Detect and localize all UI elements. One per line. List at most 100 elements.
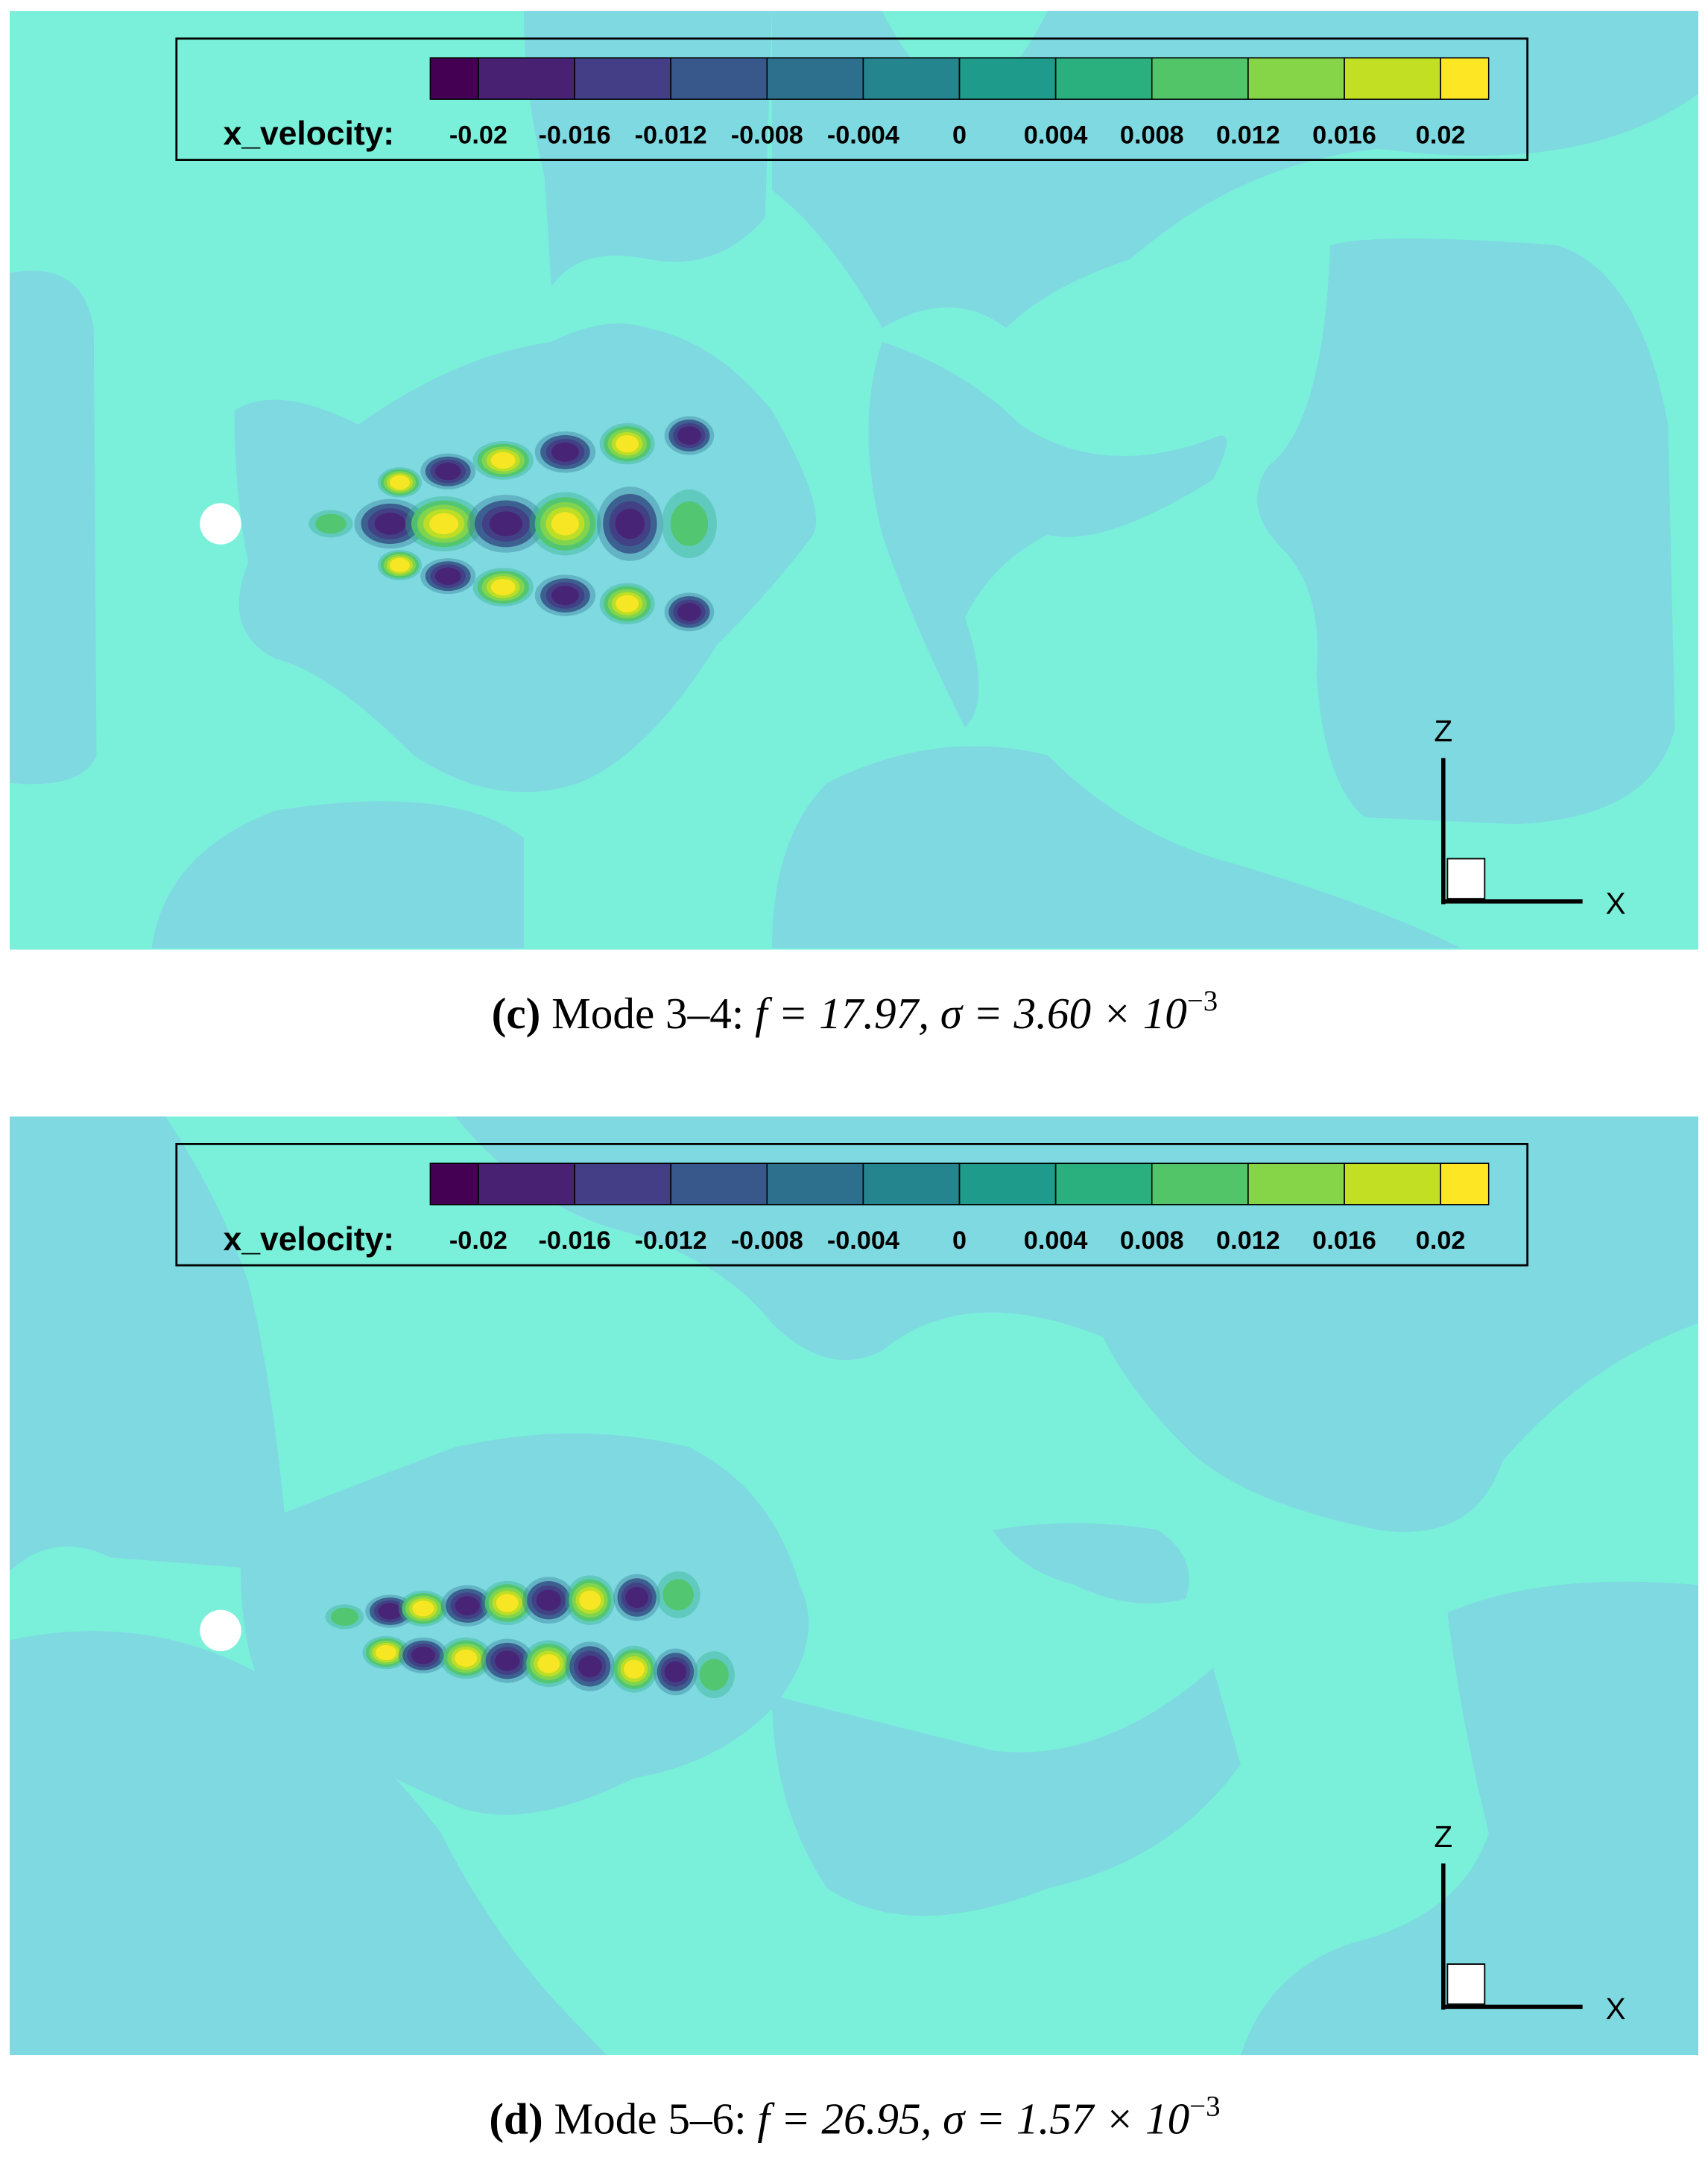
colorbar-swatch [1440,1162,1490,1206]
colorbar-tick-label: -0.016 [539,1226,611,1255]
triad-x-label: X [1605,1992,1625,2026]
colorbar-tick-label: -0.012 [635,121,707,149]
contour-region [771,746,1461,949]
colorbar-tick-label: -0.012 [635,1226,707,1255]
colorbar-swatch [1344,1162,1441,1206]
triad-box [1446,1963,1486,2005]
panel: -0.02 -0.016 -0.012 -0.008 -0.004 0 0.004 0.008… [9,1116,1699,2144]
colorbar-tick-label: 0.016 [1312,1226,1376,1255]
colorbar-tick-label: 0.004 [1024,121,1088,149]
wake-blob [374,513,406,535]
colorbar-swatch [1440,57,1490,100]
wake-blob [677,426,701,445]
contour-region [771,1668,1241,1916]
wake-blob [390,475,410,490]
colorbar-tick-label: -0.004 [827,121,899,149]
colorbar-swatch [1247,57,1345,100]
colorbar-swatch [1344,57,1441,100]
colorbar-tick-label: 0.012 [1216,1226,1280,1255]
caption-exponent: −3 [1189,2091,1220,2123]
contour-region [455,1116,1699,1532]
panel: -0.02 -0.016 -0.012 -0.008 -0.004 0 0.004 0.008… [9,10,1699,1038]
triad-x-label: X [1605,886,1625,920]
wake-blob [551,442,579,462]
colorbar-swatch [766,57,864,100]
cylinder [200,503,241,545]
colorbar-swatch [478,1162,575,1206]
wake-blob [412,1600,434,1617]
colorbar-swatch [958,57,1057,100]
wake-blob [411,1646,435,1665]
wake-blob [315,513,347,534]
wake-blob [616,595,639,612]
colorbar-swatch [429,57,479,100]
contour-region [992,1523,1189,1604]
colorbar-swatch [862,1162,961,1206]
colorbar-tick-label: 0 [952,121,967,149]
wake-blob [489,511,523,536]
wake-blob [434,462,461,481]
caption-label: (c) [492,989,541,1038]
colorbar-tick-label: -0.02 [449,121,507,149]
cylinder [200,1609,241,1652]
contour-region [1257,238,1675,825]
colorbar-swatch [1054,1162,1153,1206]
colorbar-swatch [862,57,961,100]
wake-blob [623,1659,645,1679]
contour-region [240,1433,809,1815]
colorbar-frame [175,1143,1529,1267]
colorbar-tick-label: 0.012 [1216,121,1280,149]
wake-blob [551,512,579,536]
colorbar-frame [175,37,1529,161]
caption-math: f = 26.95, σ = 1.57 × 10 [757,2094,1189,2144]
colorbar-swatch [670,1162,768,1206]
colorbar-tick-label: -0.02 [449,1226,507,1255]
contour-region [151,801,524,949]
wake-blob [536,1589,561,1611]
colorbar-tick-label: 0.004 [1024,1226,1088,1255]
wake-blob [434,567,461,585]
colorbar-tick-label: 0.02 [1416,1226,1466,1255]
wake-blob [616,435,639,453]
wake-blob [537,1654,560,1673]
colorbar-swatch [1151,57,1249,100]
colorbar-swatch [574,57,671,100]
wake-blob [455,1649,478,1667]
colorbar-tick-label: -0.008 [731,121,803,149]
wake-blob [551,586,579,606]
wake-blob [495,1650,520,1671]
wake-blob [376,1644,396,1661]
colorbar-tick-label: 0.02 [1416,121,1466,149]
wake-blob [615,508,645,539]
wake-blob [455,1596,480,1616]
triad-z-label: Z [1434,1820,1452,1854]
colorbar-tick-label: 0.008 [1120,121,1184,149]
colorbar-swatch [1054,57,1153,100]
colorbar-tick-label: -0.004 [827,1226,899,1255]
colorbar-tick-label: -0.008 [731,1226,803,1255]
colorbar-label: x_velocity: [224,1221,394,1258]
caption-text: Mode 5–6: [554,2094,746,2144]
wake-blob [330,1607,358,1627]
colorbar-swatch [1247,1162,1345,1206]
wake-blob [664,1661,687,1683]
caption-math: f = 17.97, σ = 3.60 × 10 [755,989,1187,1038]
colorbar-tick-label: 0.016 [1312,121,1376,149]
triad-box [1446,858,1486,900]
caption-exponent: −3 [1187,985,1218,1017]
colorbar-swatch [429,1162,479,1206]
wake-blob [496,1594,519,1612]
wake-blob [670,501,709,546]
colorbar-tick-label: -0.016 [539,121,611,149]
colorbar-swatch [574,1162,671,1206]
triad-z-label: Z [1434,714,1452,748]
contour-region [9,1116,290,1571]
colorbar-tick-label: 0.008 [1120,1226,1184,1255]
wake-blob [625,1586,649,1609]
colorbar-swatch [670,57,768,100]
wake-blob [677,603,701,621]
wake-blob [699,1659,729,1691]
contour-region [9,270,97,785]
